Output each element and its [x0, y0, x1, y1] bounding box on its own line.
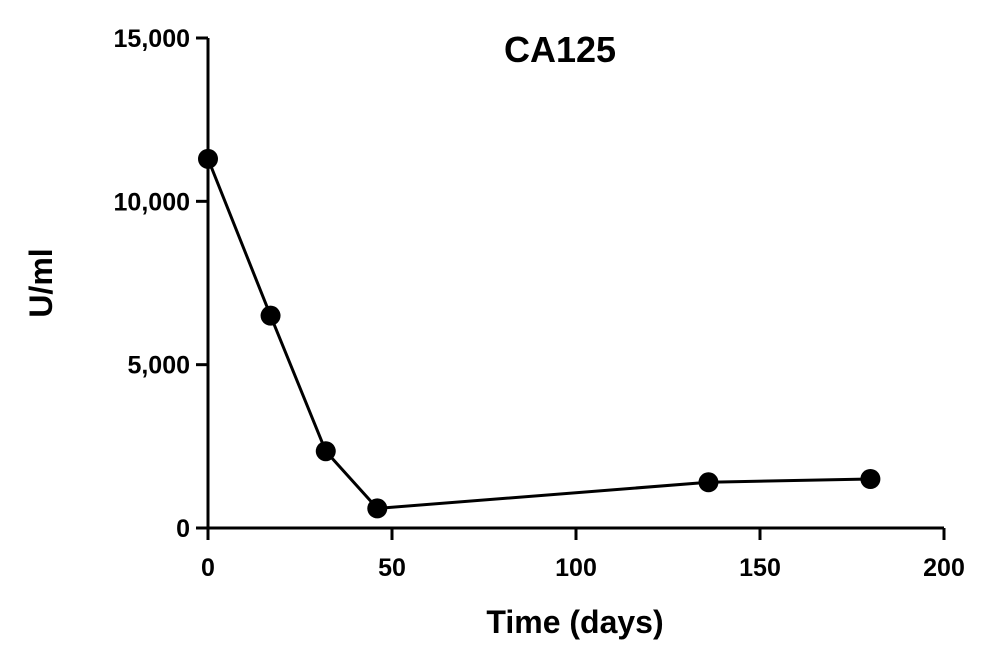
data-point	[260, 305, 281, 326]
x-tick-label: 150	[739, 554, 781, 582]
y-tick-label: 10,000	[114, 188, 190, 216]
data-point	[860, 469, 881, 489]
data-point	[698, 472, 719, 493]
x-axis-title: Time (days)	[486, 604, 663, 640]
data-points-layer	[198, 148, 881, 519]
y-tick-label: 0	[176, 515, 190, 543]
y-axis-title: U/ml	[23, 248, 59, 317]
series-line	[206, 158, 871, 510]
data-point	[198, 148, 218, 169]
chart-title: CA125	[504, 29, 616, 70]
x-tick-label: 0	[201, 554, 215, 582]
x-tick-label: 200	[923, 554, 965, 582]
data-point	[367, 498, 388, 519]
x-tick-label: 50	[378, 554, 406, 582]
x-tick-label: 100	[555, 554, 597, 582]
y-tick-label: 15,000	[114, 25, 190, 53]
data-point	[315, 441, 336, 462]
y-tick-label: 5,000	[127, 352, 190, 380]
series-line-layer	[206, 158, 871, 510]
axes: 0 5,000 10,000 15,000 0 50 100 150 200	[114, 25, 965, 582]
